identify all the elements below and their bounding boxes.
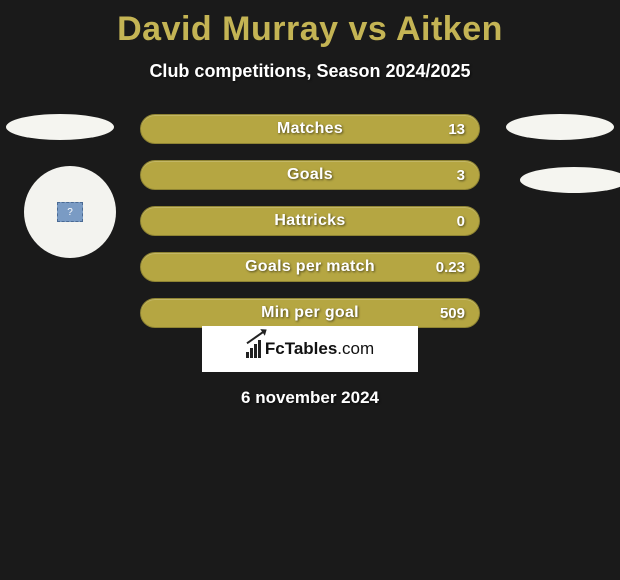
stat-bar-matches: Matches 13 bbox=[140, 114, 480, 144]
subtitle: Club competitions, Season 2024/2025 bbox=[0, 61, 620, 82]
stat-label: Goals per match bbox=[245, 258, 375, 276]
stat-bar-hattricks: Hattricks 0 bbox=[140, 206, 480, 236]
logo-chart-icon bbox=[246, 340, 261, 358]
stat-value: 3 bbox=[457, 167, 465, 184]
stat-value: 0 bbox=[457, 213, 465, 230]
player-avatar: ? bbox=[24, 166, 116, 258]
date-label: 6 november 2024 bbox=[0, 388, 620, 408]
page-title: David Murray vs Aitken bbox=[0, 0, 620, 49]
stat-bar-goals: Goals 3 bbox=[140, 160, 480, 190]
stat-label: Matches bbox=[277, 120, 343, 138]
logo-text: FcTables.com bbox=[265, 339, 374, 359]
stat-label: Goals bbox=[287, 166, 333, 184]
stat-bars: Matches 13 Goals 3 Hattricks 0 Goals per… bbox=[140, 114, 480, 344]
stat-value: 13 bbox=[448, 121, 465, 138]
stat-bar-goals-per-match: Goals per match 0.23 bbox=[140, 252, 480, 282]
source-logo[interactable]: FcTables.com bbox=[202, 326, 418, 372]
decor-ellipse-right-2 bbox=[520, 167, 620, 193]
stat-label: Min per goal bbox=[261, 304, 359, 322]
decor-ellipse-left bbox=[6, 114, 114, 140]
stat-bar-min-per-goal: Min per goal 509 bbox=[140, 298, 480, 328]
decor-ellipse-right-1 bbox=[506, 114, 614, 140]
stat-label: Hattricks bbox=[274, 212, 345, 230]
stat-value: 509 bbox=[440, 305, 465, 322]
avatar-placeholder-icon: ? bbox=[57, 202, 83, 222]
stat-value: 0.23 bbox=[436, 259, 465, 276]
